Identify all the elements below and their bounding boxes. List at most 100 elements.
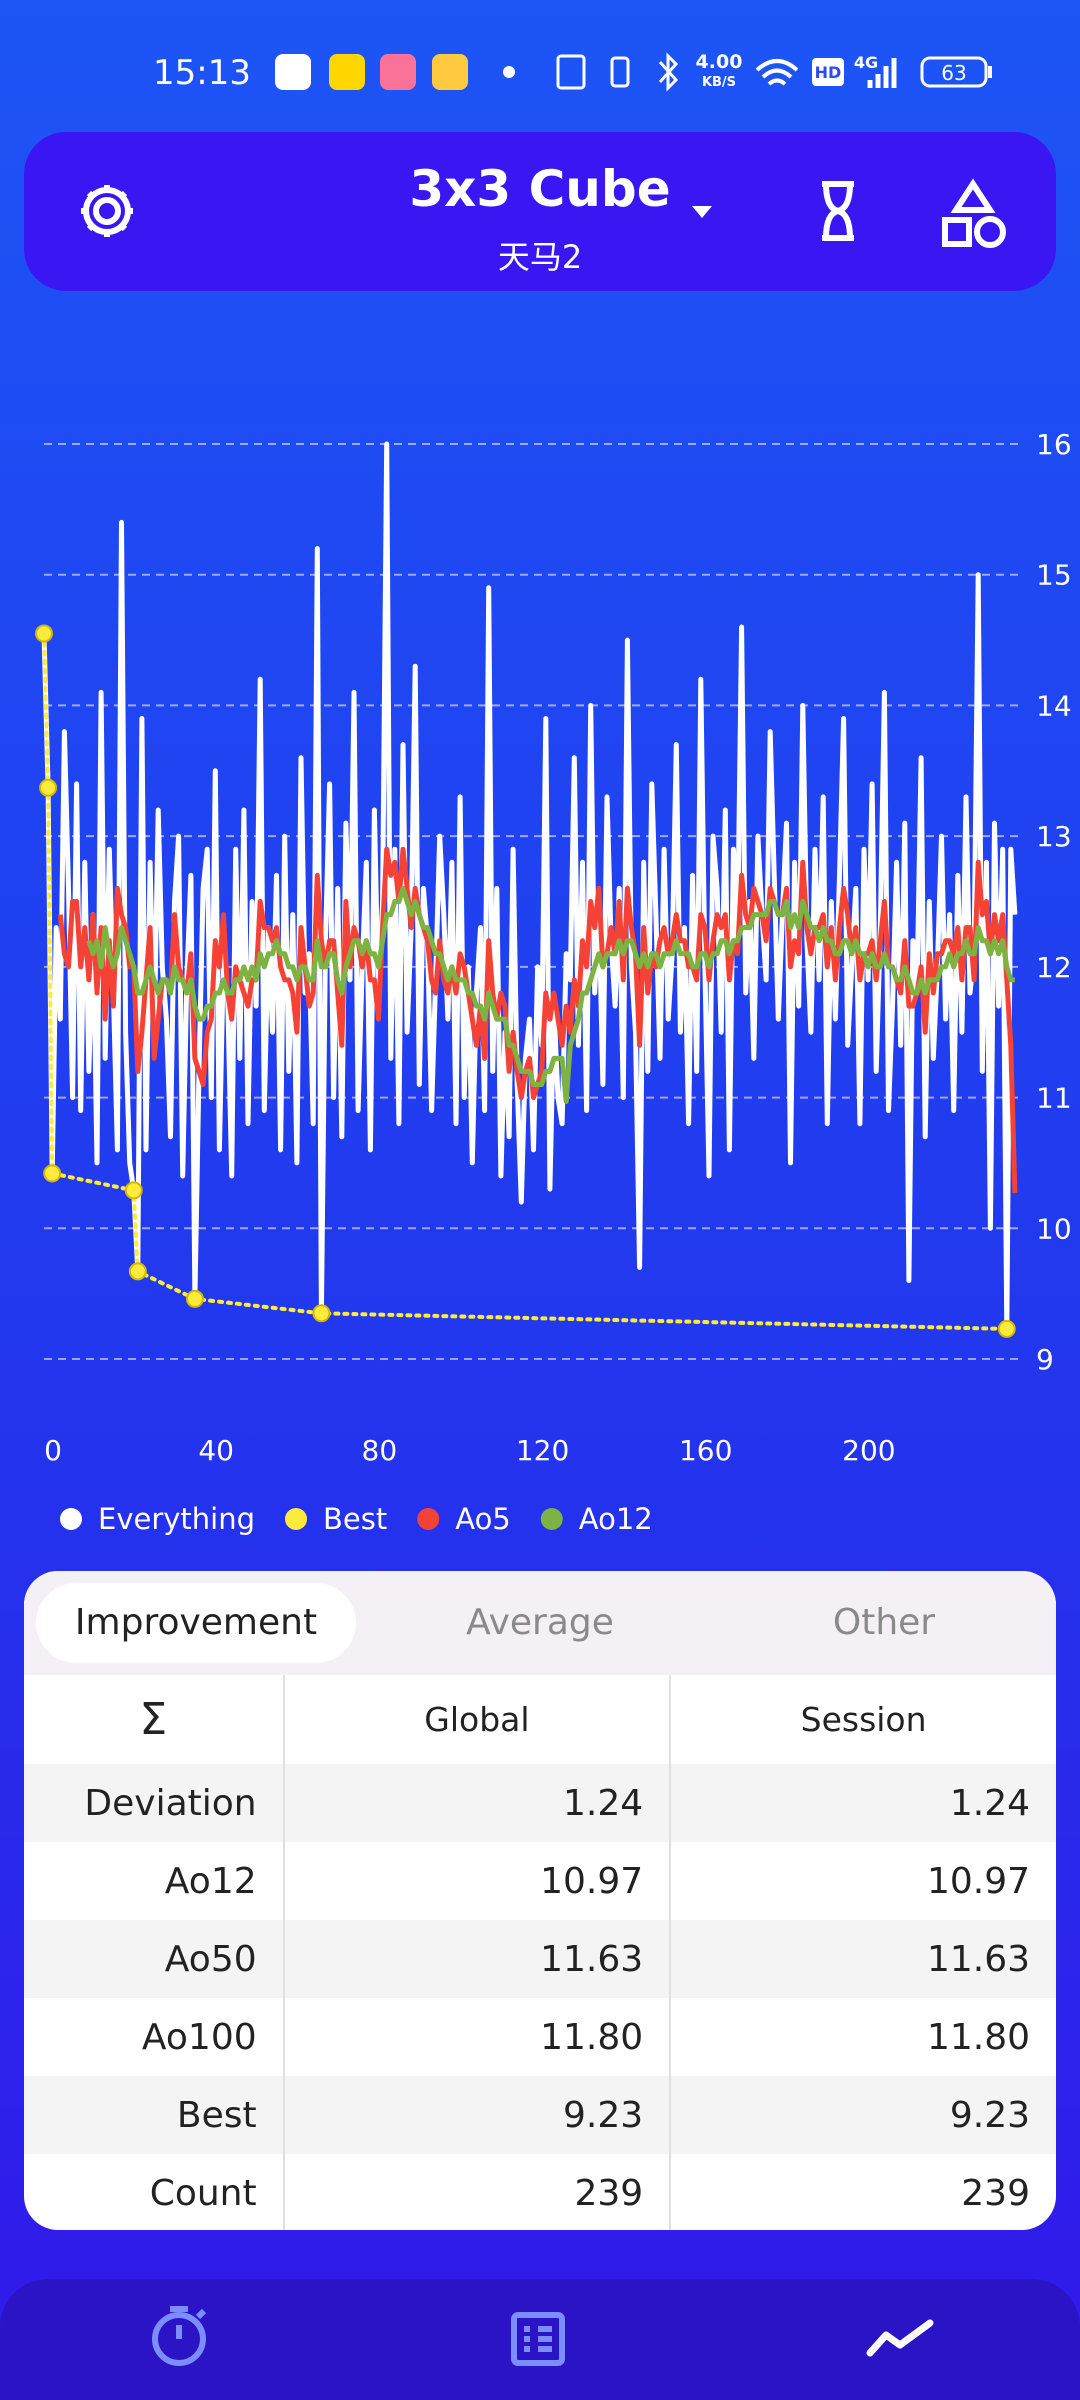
y-tick-label: 11	[1036, 1082, 1072, 1115]
table-cell: Session	[669, 1675, 1056, 1764]
hd-box	[812, 58, 844, 86]
stats-tab[interactable]	[866, 2319, 934, 2357]
legend-dot	[540, 1508, 563, 1530]
table-row: Deviation 1.24 1.24	[24, 1764, 1056, 1842]
y-tick-label: 14	[1036, 689, 1072, 722]
series-line	[86, 885, 1015, 1104]
stats-card: Improvement Average Other Σ Global Session De…	[24, 1571, 1056, 2230]
tab-bar: Improvement Average Other	[24, 1571, 1056, 1675]
nfc-icon	[556, 54, 586, 90]
puzzle-button[interactable]	[974, 216, 1006, 248]
puzzle-button[interactable]	[942, 178, 996, 247]
bluetooth-icon	[658, 52, 679, 92]
table-row: Ao50 11.63 11.63	[24, 1920, 1056, 1998]
tab[interactable]: Other	[832, 1602, 936, 1643]
legend-label: Best	[323, 1502, 387, 1536]
table-row: Count 239 239	[24, 2154, 1056, 2230]
table-row: Best 9.23 9.23	[24, 2076, 1056, 2154]
header-card	[24, 132, 1056, 291]
y-tick-label: 12	[1036, 951, 1072, 984]
legend-dot	[417, 1508, 440, 1530]
session-name[interactable]: 天马2	[497, 238, 583, 276]
app-icon	[380, 54, 416, 90]
vibrate-icon	[610, 56, 630, 88]
table-cell: 1.24	[282, 1764, 671, 1842]
table-cell: Ao50	[24, 1920, 284, 1998]
app-icon	[329, 54, 365, 90]
x-tick-label: 40	[198, 1434, 234, 1467]
point-marker	[35, 624, 53, 643]
table-cell: 11.80	[669, 1998, 1056, 2076]
signal-icon	[867, 58, 897, 88]
table-cell: Ao12	[164, 1860, 257, 1902]
network-label: 4G	[854, 53, 878, 72]
table-cell: Best	[24, 2076, 284, 2154]
point-marker	[124, 1181, 143, 1200]
legend-dot	[60, 1508, 82, 1530]
table-cell: Count	[149, 2172, 257, 2214]
table-cell: Deviation	[24, 1764, 284, 1842]
point-marker	[312, 1304, 331, 1323]
timer-button[interactable]	[822, 181, 854, 241]
table-cell: Σ	[139, 1694, 168, 1745]
wifi-icon	[755, 59, 799, 86]
y-tick-label: 10	[1036, 1212, 1072, 1245]
table-cell: 9.23	[282, 2076, 671, 2154]
series-line	[41, 441, 1018, 1332]
hd-label: HD	[815, 63, 842, 82]
battery-level: 63	[941, 61, 966, 85]
table-cell: 11.63	[669, 1920, 1056, 1998]
status-bar: 15:13 4.00 KB/S HD 4G 63	[153, 51, 992, 93]
times-tab[interactable]	[511, 2312, 565, 2366]
table-cell: 1.24	[669, 1764, 1056, 1842]
point-marker	[185, 1289, 204, 1308]
point-marker	[997, 1319, 1016, 1338]
table-row: Ao12 10.97 10.97	[24, 1842, 1056, 1920]
table-cell: 9.23	[669, 2076, 1056, 2154]
app-icon	[432, 54, 468, 90]
settings-button[interactable]	[81, 185, 133, 237]
clock: 15:13	[153, 53, 251, 93]
legend-dot	[285, 1508, 308, 1530]
tab[interactable]: Average	[466, 1602, 614, 1643]
point-marker	[39, 778, 58, 797]
legend-label: Ao5	[455, 1502, 511, 1536]
table-cell: 11.80	[282, 1998, 671, 2076]
dropdown-arrow[interactable]	[692, 206, 712, 218]
x-tick-label: 80	[362, 1434, 398, 1467]
net-speed: 4.00	[696, 51, 743, 73]
x-tick-label: 200	[842, 1434, 895, 1467]
table-cell: 239	[282, 2154, 671, 2230]
point-marker	[128, 1262, 147, 1281]
y-tick-label: 9	[1036, 1343, 1054, 1376]
battery	[920, 56, 988, 88]
battery-tip	[988, 66, 992, 78]
header-icons	[81, 178, 1006, 248]
puzzle-title[interactable]: 3x3 Cube	[409, 160, 671, 218]
table-cell: Global	[282, 1675, 671, 1764]
timer-tab[interactable]	[152, 2306, 207, 2366]
stats-table: Σ Global Session Deviation 1.24 1.24 Ao12 10.97…	[24, 1675, 1056, 2230]
x-tick-label: 120	[516, 1434, 569, 1467]
dot	[503, 66, 515, 78]
table-cell: 239	[669, 2154, 1056, 2230]
point-marker	[43, 1164, 62, 1183]
y-tick-label: 13	[1036, 820, 1072, 853]
x-tick-label: 160	[679, 1434, 732, 1467]
nav-icons	[152, 2306, 934, 2366]
tab[interactable]: Improvement	[36, 1583, 356, 1663]
series-line	[42, 631, 1009, 1331]
legend-label: Everything	[98, 1502, 255, 1536]
y-tick-label: 16	[1036, 428, 1072, 461]
legend-label: Ao12	[579, 1502, 653, 1536]
app-icon	[275, 54, 311, 90]
table-row: Σ Global Session	[24, 1675, 1056, 1764]
x-tick-label: 0	[44, 1434, 62, 1467]
table-cell: 11.63	[282, 1920, 671, 1998]
table-cell: 10.97	[282, 1842, 671, 1920]
table-row: Ao100 11.80 11.80	[24, 1998, 1056, 2076]
table-cell: Ao100	[141, 2016, 257, 2058]
net-speed-unit: KB/S	[702, 75, 736, 90]
